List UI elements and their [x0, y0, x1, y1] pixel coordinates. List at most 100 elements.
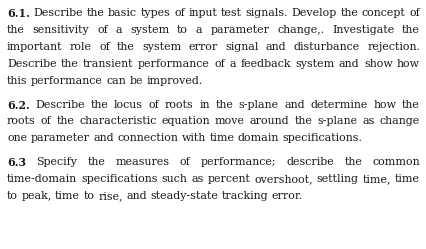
Text: role: role — [69, 42, 92, 52]
Text: transient: transient — [83, 59, 133, 69]
Text: a: a — [115, 25, 122, 35]
Text: signal: signal — [225, 42, 258, 52]
Text: 6.3: 6.3 — [7, 157, 26, 168]
Text: how: how — [396, 59, 419, 69]
Text: the: the — [56, 117, 74, 126]
Text: of: of — [214, 59, 225, 69]
Text: sensitivity: sensitivity — [32, 25, 89, 35]
Text: and: and — [93, 133, 113, 143]
Text: to: to — [83, 191, 95, 201]
Text: equation: equation — [161, 117, 210, 126]
Text: locus: locus — [114, 100, 143, 110]
Text: s-plane: s-plane — [317, 117, 357, 126]
Text: the: the — [343, 157, 361, 167]
Text: to: to — [177, 25, 188, 35]
Text: be: be — [130, 76, 143, 86]
Text: change: change — [379, 117, 419, 126]
Text: Describe: Describe — [35, 100, 85, 110]
Text: the: the — [215, 100, 233, 110]
Text: system: system — [130, 25, 169, 35]
Text: with: with — [181, 133, 205, 143]
Text: change,.: change,. — [276, 25, 323, 35]
Text: rejection.: rejection. — [366, 42, 419, 52]
Text: 6.2.: 6.2. — [7, 100, 30, 111]
Text: characteristic: characteristic — [79, 117, 156, 126]
Text: signals.: signals. — [245, 8, 288, 18]
Text: s-plane: s-plane — [238, 100, 278, 110]
Text: of: of — [174, 8, 184, 18]
Text: percent: percent — [207, 174, 250, 184]
Text: the: the — [61, 59, 79, 69]
Text: tracking: tracking — [222, 191, 268, 201]
Text: of: of — [148, 100, 159, 110]
Text: determine: determine — [310, 100, 367, 110]
Text: the: the — [294, 117, 312, 126]
Text: describe: describe — [286, 157, 334, 167]
Text: system: system — [295, 59, 334, 69]
Text: a: a — [229, 59, 236, 69]
Text: connection: connection — [117, 133, 178, 143]
Text: input: input — [188, 8, 217, 18]
Text: peak,: peak, — [21, 191, 52, 201]
Text: time: time — [209, 133, 234, 143]
Text: the: the — [7, 25, 25, 35]
Text: test: test — [220, 8, 242, 18]
Text: of: of — [408, 8, 419, 18]
Text: this: this — [7, 76, 28, 86]
Text: Investigate: Investigate — [331, 25, 394, 35]
Text: the: the — [87, 157, 105, 167]
Text: and: and — [338, 59, 359, 69]
Text: error: error — [188, 42, 217, 52]
Text: the: the — [86, 8, 104, 18]
Text: show: show — [363, 59, 392, 69]
Text: time,: time, — [362, 174, 390, 184]
Text: a: a — [196, 25, 202, 35]
Text: settling: settling — [316, 174, 358, 184]
Text: roots: roots — [7, 117, 36, 126]
Text: specifications.: specifications. — [282, 133, 362, 143]
Text: measures: measures — [115, 157, 169, 167]
Text: around: around — [249, 117, 289, 126]
Text: can: can — [106, 76, 126, 86]
Text: time: time — [394, 174, 419, 184]
Text: performance: performance — [31, 76, 103, 86]
Text: performance: performance — [138, 59, 210, 69]
Text: overshoot,: overshoot, — [253, 174, 312, 184]
Text: of: of — [40, 117, 51, 126]
Text: the: the — [90, 100, 108, 110]
Text: error.: error. — [271, 191, 302, 201]
Text: Develop: Develop — [291, 8, 336, 18]
Text: time-domain: time-domain — [7, 174, 77, 184]
Text: the: the — [401, 100, 419, 110]
Text: performance;: performance; — [200, 157, 276, 167]
Text: Describe: Describe — [33, 8, 83, 18]
Text: move: move — [215, 117, 245, 126]
Text: of: of — [97, 25, 108, 35]
Text: important: important — [7, 42, 62, 52]
Text: the: the — [340, 8, 357, 18]
Text: common: common — [371, 157, 419, 167]
Text: roots: roots — [164, 100, 193, 110]
Text: rise,: rise, — [98, 191, 123, 201]
Text: types: types — [141, 8, 170, 18]
Text: feedback: feedback — [240, 59, 290, 69]
Text: of: of — [99, 42, 109, 52]
Text: the: the — [117, 42, 135, 52]
Text: such: such — [161, 174, 187, 184]
Text: one: one — [7, 133, 27, 143]
Text: system: system — [142, 42, 181, 52]
Text: and: and — [284, 100, 304, 110]
Text: domain: domain — [237, 133, 279, 143]
Text: steady-state: steady-state — [150, 191, 218, 201]
Text: how: how — [373, 100, 396, 110]
Text: time: time — [55, 191, 80, 201]
Text: the: the — [401, 25, 419, 35]
Text: as: as — [191, 174, 203, 184]
Text: and: and — [126, 191, 147, 201]
Text: in: in — [199, 100, 209, 110]
Text: parameter: parameter — [210, 25, 269, 35]
Text: concept: concept — [361, 8, 405, 18]
Text: Describe: Describe — [7, 59, 57, 69]
Text: parameter: parameter — [31, 133, 89, 143]
Text: to: to — [7, 191, 18, 201]
